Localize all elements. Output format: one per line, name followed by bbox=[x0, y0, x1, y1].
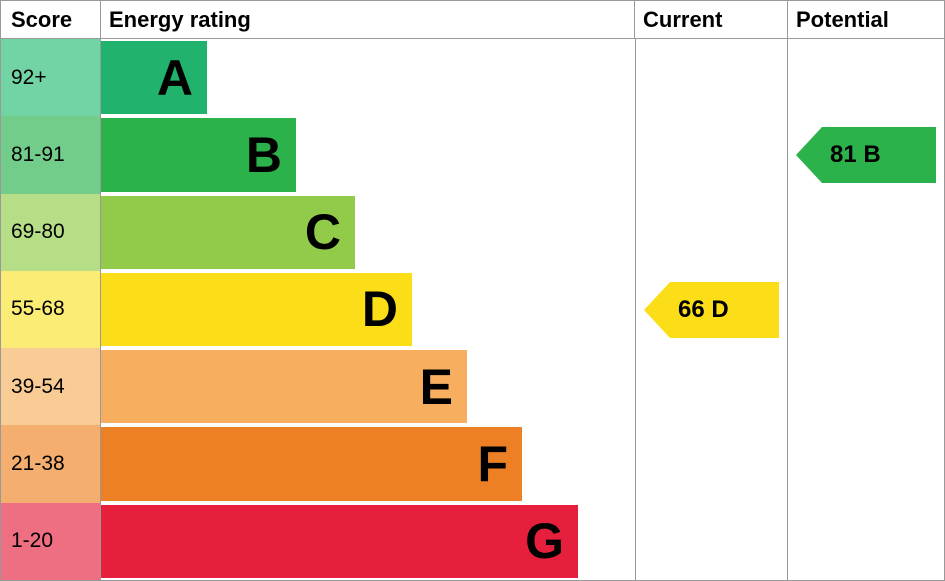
epc-chart: Score Energy rating Current Potential 92… bbox=[0, 0, 945, 581]
header-current: Current bbox=[635, 1, 788, 38]
bar-row: B bbox=[101, 116, 635, 193]
rating-bar-f: F bbox=[101, 427, 522, 500]
current-column: 66 D bbox=[635, 39, 788, 580]
score-column: 92+81-9169-8055-6839-5421-381-20 bbox=[1, 39, 101, 580]
rating-letter: F bbox=[477, 435, 508, 493]
bar-row: F bbox=[101, 425, 635, 502]
potential-pointer: 81 B bbox=[796, 127, 936, 183]
pointer-label: 81 B bbox=[822, 127, 936, 183]
score-range: 55-68 bbox=[1, 271, 100, 348]
bar-row: D bbox=[101, 271, 635, 348]
potential-column: 81 B bbox=[788, 39, 944, 580]
bars-column: ABCDEFG bbox=[101, 39, 635, 580]
bar-row: A bbox=[101, 39, 635, 116]
header-rating: Energy rating bbox=[101, 1, 635, 38]
rating-letter: C bbox=[305, 203, 341, 261]
header-potential: Potential bbox=[788, 1, 944, 38]
pointer-arrow-icon bbox=[796, 127, 822, 183]
rating-bar-e: E bbox=[101, 350, 467, 423]
score-range: 69-80 bbox=[1, 194, 100, 271]
chart-body: 92+81-9169-8055-6839-5421-381-20 ABCDEFG… bbox=[0, 38, 945, 581]
rating-bar-a: A bbox=[101, 41, 207, 114]
score-range: 1-20 bbox=[1, 503, 100, 580]
bar-row: E bbox=[101, 348, 635, 425]
score-range: 21-38 bbox=[1, 425, 100, 502]
header-score: Score bbox=[1, 1, 101, 38]
rating-bar-c: C bbox=[101, 196, 355, 269]
current-pointer: 66 D bbox=[644, 282, 779, 338]
score-range: 39-54 bbox=[1, 348, 100, 425]
header-row: Score Energy rating Current Potential bbox=[0, 0, 945, 38]
rating-letter: B bbox=[246, 126, 282, 184]
pointer-arrow-icon bbox=[644, 282, 670, 338]
bar-row: G bbox=[101, 503, 635, 580]
bar-row: C bbox=[101, 194, 635, 271]
score-range: 92+ bbox=[1, 39, 100, 116]
rating-letter: G bbox=[525, 512, 564, 570]
rating-letter: D bbox=[362, 280, 398, 338]
score-range: 81-91 bbox=[1, 116, 100, 193]
pointer-label: 66 D bbox=[670, 282, 779, 338]
rating-bar-d: D bbox=[101, 273, 412, 346]
rating-letter: A bbox=[157, 49, 193, 107]
rating-letter: E bbox=[420, 358, 453, 416]
rating-bar-g: G bbox=[101, 505, 578, 578]
rating-bar-b: B bbox=[101, 118, 296, 191]
